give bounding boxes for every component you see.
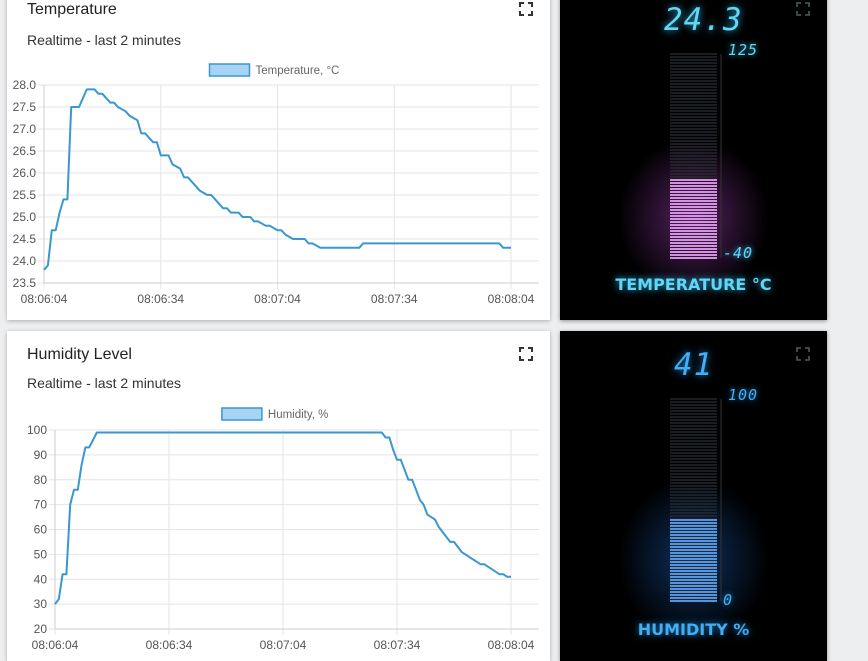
series-line	[43, 88, 511, 271]
legend-label: Temperature, °C	[256, 65, 340, 77]
x-tick-label: 08:06:34	[137, 292, 184, 306]
y-tick-label: 24.5	[13, 232, 37, 246]
temperature-line-chart: Temperature, °C 23.5 24.0 24.5 25.0 25.5 26.0 2…	[13, 63, 539, 306]
temperature-gauge-label: TEMPERATURE °C	[615, 275, 772, 294]
y-tick-label: 20	[34, 622, 48, 636]
fullscreen-icon[interactable]	[796, 347, 810, 361]
humidity-gauge-label: HUMIDITY %	[637, 620, 750, 639]
x-tick-label: 08:07:34	[371, 292, 418, 306]
y-tick-label: 27.5	[13, 100, 37, 114]
temperature-chart-card: Temperature Realtime - last 2 minutes Te…	[7, 0, 550, 320]
temperature-thermometer-gauge	[618, 53, 769, 298]
series-line	[54, 431, 511, 605]
humidity-min-label: 0	[723, 591, 734, 609]
y-tick-label: 40	[34, 572, 48, 586]
y-tick-label: 30	[34, 597, 48, 611]
humidity-max-label: 100	[728, 386, 759, 404]
y-tick-label: 23.5	[13, 276, 37, 290]
x-tick-label: 08:06:34	[146, 638, 193, 652]
y-tick-label: 80	[34, 473, 48, 487]
temperature-min-label: -40	[723, 244, 754, 262]
humidity-line-chart: Humidity, % 20 30 40 50 60 70 80 90 100 08:06:04 08…	[27, 407, 539, 652]
temperature-max-label: 125	[728, 41, 759, 59]
x-tick-label: 08:07:04	[254, 292, 301, 306]
humidity-thermometer-gauge	[618, 398, 769, 641]
y-tick-label: 26.0	[13, 166, 37, 180]
legend-label: Humidity, %	[268, 409, 329, 421]
y-tick-label: 27.0	[13, 122, 37, 136]
x-tick-label: 08:07:34	[374, 638, 421, 652]
y-tick-label: 26.5	[13, 144, 37, 158]
legend-swatch	[221, 407, 263, 421]
temperature-value-display: 24.3	[664, 2, 743, 38]
y-tick-label: 60	[34, 523, 48, 537]
fullscreen-icon[interactable]	[519, 2, 533, 16]
x-tick-label: 08:06:04	[32, 638, 79, 652]
temperature-gauge-card: 24.3 125 -40 TEMPERATURE °C	[560, 0, 827, 320]
card-subtitle: Realtime - last 2 minutes	[27, 375, 182, 391]
fullscreen-icon[interactable]	[519, 347, 533, 361]
y-tick-label: 50	[34, 547, 48, 561]
y-tick-label: 70	[34, 498, 48, 512]
legend-swatch	[208, 63, 251, 77]
y-tick-label: 25.5	[13, 188, 37, 202]
humidity-chart-card: Humidity Level Realtime - last 2 minutes…	[7, 331, 550, 661]
y-tick-label: 24.0	[13, 254, 37, 268]
humidity-gauge-card: 41 100 0 HUMIDITY %	[560, 331, 827, 661]
y-tick-label: 90	[34, 448, 48, 462]
gauge-glow	[618, 138, 769, 298]
y-tick-label: 28.0	[13, 78, 37, 92]
y-tick-label: 100	[27, 423, 47, 437]
x-tick-label: 08:08:04	[488, 292, 535, 306]
x-tick-label: 08:08:04	[488, 638, 535, 652]
y-tick-label: 25.0	[13, 210, 37, 224]
x-tick-label: 08:06:04	[21, 292, 68, 306]
humidity-value-display: 41	[674, 347, 714, 383]
fullscreen-icon[interactable]	[796, 2, 810, 16]
x-tick-label: 08:07:04	[260, 638, 307, 652]
card-title: Humidity Level	[27, 346, 132, 363]
card-subtitle: Realtime - last 2 minutes	[27, 32, 182, 48]
card-title: Temperature	[27, 1, 117, 18]
